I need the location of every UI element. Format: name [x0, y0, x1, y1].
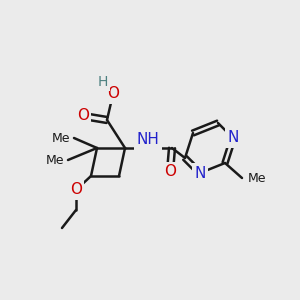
Text: NH: NH	[136, 133, 159, 148]
Text: O: O	[164, 164, 176, 179]
Text: O: O	[77, 109, 89, 124]
Text: O: O	[107, 86, 119, 101]
Text: Me: Me	[52, 131, 70, 145]
Text: Me: Me	[46, 154, 64, 166]
Text: N: N	[227, 130, 239, 146]
Text: H: H	[98, 75, 108, 89]
Text: N: N	[194, 166, 206, 181]
Text: Me: Me	[248, 172, 266, 184]
Text: O: O	[70, 182, 82, 197]
